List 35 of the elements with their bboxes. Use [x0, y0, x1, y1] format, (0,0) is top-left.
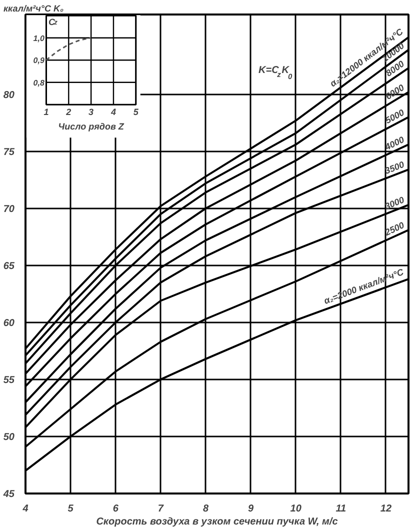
- x-tick-label: 5: [133, 107, 140, 118]
- text: 2500: [382, 220, 406, 238]
- x-axis-title: Число рядов Z: [58, 122, 124, 132]
- y-tick-label: 0,9: [33, 56, 45, 66]
- y-tick-label: 0,8: [33, 78, 45, 88]
- x-tick-label: 2: [65, 107, 72, 118]
- x-tick-label: 1: [44, 107, 49, 118]
- y-tick-label: 70: [3, 204, 15, 215]
- text: 5000: [383, 107, 406, 126]
- x-tick-label: 11: [336, 504, 347, 514]
- x-axis-title: Скорость воздуха в узком сечении пучка W, м/с: [96, 516, 338, 528]
- x-tick-label: 4: [110, 107, 116, 118]
- y-tick-label: 1,0: [33, 34, 45, 43]
- y-tick-label: 65: [3, 260, 15, 272]
- x-tick-label: 7: [158, 504, 164, 514]
- line-series: [45, 37, 92, 61]
- x-tick-label: 6: [112, 504, 119, 514]
- y-tick-label: 75: [3, 146, 15, 158]
- x-tick-label: 10: [290, 504, 302, 514]
- x-tick-label: 9: [248, 504, 254, 514]
- x-tick-label: 8: [202, 504, 209, 514]
- x-tick-label: 4: [22, 504, 29, 514]
- y-tick-label: 60: [3, 318, 15, 329]
- y-tick-label: 50: [3, 432, 15, 443]
- y-tick-label: 80: [3, 90, 15, 101]
- x-tick-label: 12: [380, 504, 392, 514]
- y-axis-title: ккал/м²ч°С K₀: [4, 4, 64, 14]
- x-tick-label: 5: [68, 504, 74, 514]
- y-tick-label: 45: [2, 489, 15, 500]
- y-tick-label: 55: [3, 374, 15, 386]
- text: 4000: [382, 134, 406, 153]
- text: 3500: [383, 159, 406, 176]
- text: 3000: [383, 194, 406, 212]
- x-tick-label: 3: [88, 107, 94, 118]
- text: 6000: [384, 82, 406, 102]
